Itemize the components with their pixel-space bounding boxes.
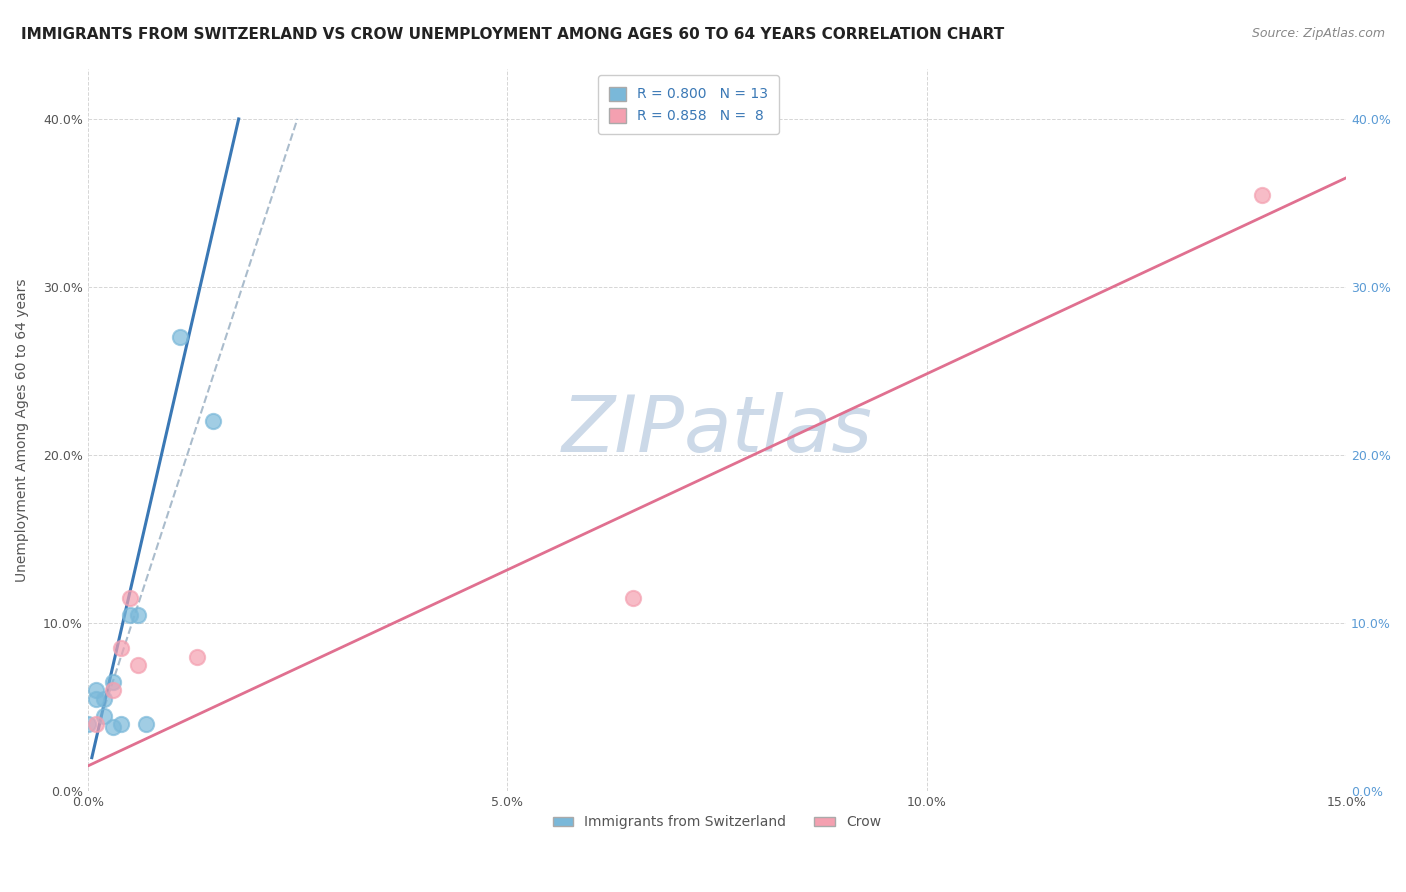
Point <box>101 720 124 734</box>
Y-axis label: Unemployment Among Ages 60 to 64 years: Unemployment Among Ages 60 to 64 years <box>15 278 30 582</box>
Point <box>110 641 132 656</box>
Point <box>101 683 124 698</box>
Point <box>118 607 141 622</box>
Point <box>127 658 149 673</box>
Point <box>84 717 107 731</box>
Point <box>169 330 191 344</box>
Point <box>101 675 124 690</box>
Point <box>135 717 157 731</box>
Point <box>621 591 644 605</box>
Text: ZIPatlas: ZIPatlas <box>561 392 872 468</box>
Point <box>110 717 132 731</box>
Text: IMMIGRANTS FROM SWITZERLAND VS CROW UNEMPLOYMENT AMONG AGES 60 TO 64 YEARS CORRE: IMMIGRANTS FROM SWITZERLAND VS CROW UNEM… <box>21 27 1004 42</box>
Point <box>84 691 107 706</box>
Point <box>84 683 107 698</box>
Point <box>127 607 149 622</box>
Point <box>118 591 141 605</box>
Point <box>76 717 98 731</box>
Point <box>93 691 115 706</box>
Legend: Immigrants from Switzerland, Crow: Immigrants from Switzerland, Crow <box>547 810 887 835</box>
Point <box>186 649 208 664</box>
Point <box>1251 187 1274 202</box>
Text: Source: ZipAtlas.com: Source: ZipAtlas.com <box>1251 27 1385 40</box>
Point <box>202 415 225 429</box>
Point <box>93 708 115 723</box>
